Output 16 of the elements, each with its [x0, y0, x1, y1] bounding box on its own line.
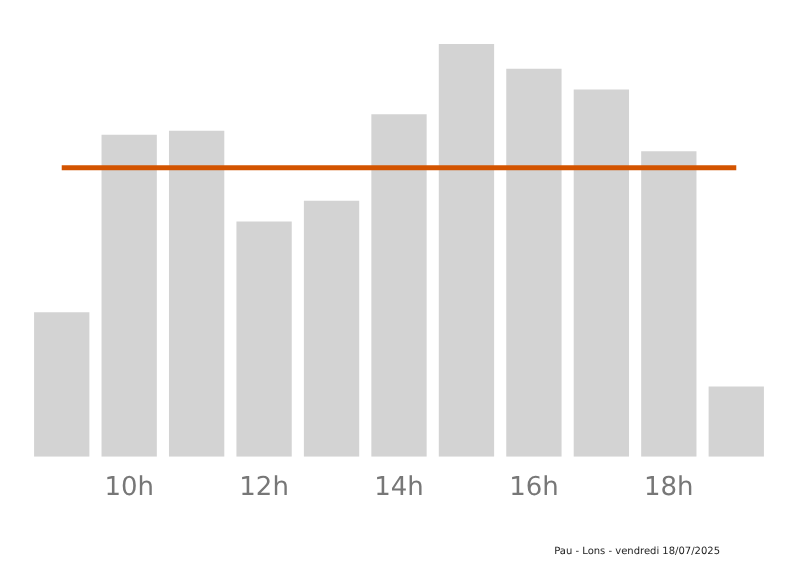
bar	[506, 68, 562, 457]
bar	[708, 386, 764, 457]
bar	[573, 89, 630, 457]
x-tick-label: 16h	[509, 473, 559, 504]
bar	[641, 151, 697, 457]
bar	[101, 134, 157, 457]
bar	[438, 44, 495, 457]
x-tick-label: 14h	[374, 473, 424, 504]
bar	[168, 130, 225, 457]
bar	[236, 221, 292, 457]
x-tick-label: 10h	[104, 473, 154, 504]
bar	[371, 114, 427, 457]
bar	[303, 200, 360, 457]
bar	[34, 312, 90, 457]
x-tick-label: 12h	[239, 473, 289, 504]
x-tick-label: 18h	[644, 473, 694, 504]
